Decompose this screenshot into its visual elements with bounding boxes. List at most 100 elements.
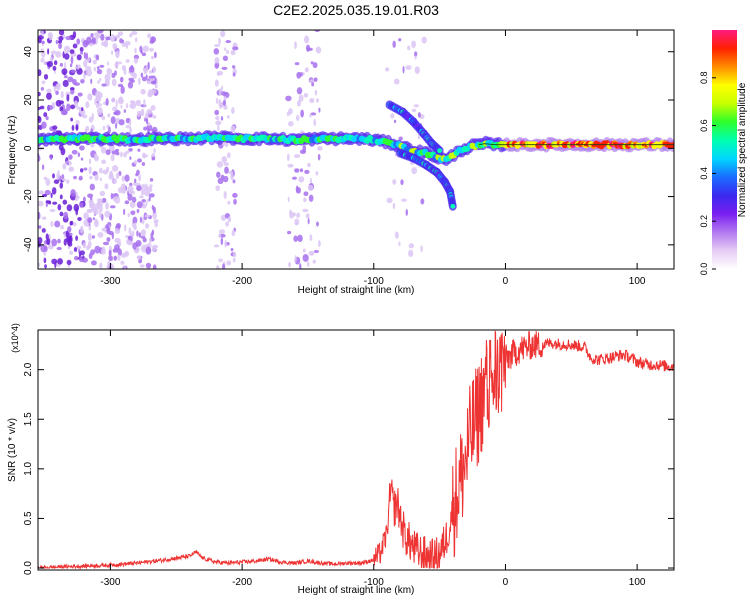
spectrogram-speckle <box>315 46 322 54</box>
spectrogram-speckle <box>149 47 154 52</box>
spectrogram-speckle <box>152 211 157 220</box>
spectrogram-speckle <box>62 163 67 170</box>
spectrogram-speckle <box>97 30 104 34</box>
spectrogram-speckle <box>398 136 403 141</box>
spectrogram-speckle <box>46 238 51 246</box>
spectrogram-speckle <box>60 110 68 116</box>
spectrogram-speckle <box>221 66 228 71</box>
spectrogram-speckle <box>129 104 134 109</box>
spectrogram-speckle <box>230 247 234 252</box>
spectrogram-speckle <box>80 78 85 84</box>
spectrogram-speckle <box>121 175 125 182</box>
spectrogram-speckle <box>227 216 232 223</box>
spectrogram-speckle <box>117 31 124 36</box>
spectrogram-speckle <box>117 248 122 256</box>
spectrogram-speckle <box>111 72 116 79</box>
spectrogram-speckle <box>106 68 113 75</box>
spectrogram-speckle <box>127 185 134 193</box>
spectrogram-speckle <box>219 233 226 238</box>
spectrogram-speckle <box>295 114 300 122</box>
spectrogram-speckle <box>303 197 307 203</box>
spectrogram-speckle <box>144 214 151 218</box>
spectrogram-speckle <box>58 143 64 151</box>
spectrogram-speckle <box>294 41 297 50</box>
spectrogram-speckle <box>119 96 123 103</box>
spectrogram-speckle <box>90 260 97 266</box>
spectrogram-speckle <box>213 244 220 248</box>
spectrogram-speckle <box>142 204 147 209</box>
spectrogram-speckle <box>76 106 82 110</box>
spectrogram-speckle <box>108 249 112 257</box>
spectrogram-speckle <box>310 61 314 65</box>
spectrogram-speckle <box>114 62 119 69</box>
spectrogram-speckle <box>96 198 104 202</box>
spectrogram-speckle <box>108 173 114 180</box>
spectrogram-speckle <box>38 37 42 44</box>
spectrogram-speckle <box>101 227 108 232</box>
snr-x-tick-label: -200 <box>232 577 252 588</box>
spectrogram-speckle <box>220 85 224 91</box>
spectrogram-speckle <box>60 90 64 99</box>
spectrogram-speckle <box>302 248 306 253</box>
spectrogram-speckle <box>299 263 302 269</box>
spectrogram-speckle <box>55 51 62 58</box>
spectrogram-speckle <box>125 59 130 63</box>
spectrogram-speckle <box>143 126 147 131</box>
spectrogram-speckle <box>224 47 227 52</box>
spectrogram-speckle <box>74 197 78 202</box>
spectrogram-speckle <box>307 218 310 225</box>
spectrogram-speckle <box>225 40 232 44</box>
spectrogram-speckle <box>152 114 157 119</box>
spectrogram-speckle <box>78 175 83 181</box>
spectrogram-speckle <box>50 192 53 198</box>
spectrogram-speckle <box>51 187 57 195</box>
snr-y-ticks: 0.0 0.5 1.0 1.5 2.0 <box>23 362 674 575</box>
spectrogram-speckle <box>41 30 44 37</box>
colorbar-tick-label: 0.0 <box>699 263 709 276</box>
spectrogram-speckle <box>98 167 103 174</box>
spectrogram-speckle <box>45 178 51 186</box>
spectrogram-speckle <box>130 64 134 71</box>
spectrogram-speckle <box>38 91 41 97</box>
spectrogram-speckle <box>101 213 104 221</box>
spectrogram-speckle <box>85 125 90 132</box>
spectrogram-speckle <box>79 202 84 208</box>
spectrogram-speckle <box>71 149 78 155</box>
spectrogram-speckle <box>70 220 74 226</box>
spectrogram-speckle <box>76 245 82 250</box>
spectrogram-speckle <box>219 102 224 108</box>
colorbar-label: Normalized spectral amplitude <box>737 82 748 217</box>
spectrogram-speckle <box>232 72 236 77</box>
spectrogram-speckle <box>111 264 115 269</box>
spectrogram-speckle <box>213 48 220 55</box>
spectrogram-speckle <box>73 175 77 180</box>
spectrogram-speckle <box>59 62 64 67</box>
spectrogram-speckle <box>420 245 423 252</box>
spectrogram-speckle <box>63 45 71 54</box>
spectrogram-speckle <box>232 46 239 51</box>
spectrogram-speckle <box>73 247 78 252</box>
spectrogram-speckle <box>41 228 46 233</box>
spectrogram-speckle <box>136 110 141 118</box>
spectrogram-speckle <box>392 202 396 210</box>
spectrogram-speckle <box>298 176 305 183</box>
snr-x-tick-label: 100 <box>629 577 646 588</box>
spectrogram-speckle <box>59 211 64 217</box>
spectrogram-speckle <box>85 66 92 71</box>
spectrogram-speckle <box>310 112 317 116</box>
spectrogram-speckle <box>38 236 43 244</box>
spectrogram-speckle <box>115 223 121 229</box>
snr-x-tick-label: -300 <box>100 577 120 588</box>
spectrogram-speckle <box>83 212 89 220</box>
spectrogram-speckle <box>105 149 111 156</box>
spectrogram-speckle <box>222 175 229 183</box>
spectrogram-speckle <box>89 175 93 180</box>
spectrogram-speckle <box>90 78 93 85</box>
spectrogram-speckle <box>132 72 138 79</box>
spectrogram-speckle <box>407 45 411 51</box>
spectrogram-speckle <box>136 255 142 261</box>
spectrogram-speckle <box>152 264 157 269</box>
spectrogram-speckle <box>152 66 157 73</box>
spectrogram-speckle <box>123 266 127 269</box>
spectrogram-speckle <box>317 240 321 248</box>
